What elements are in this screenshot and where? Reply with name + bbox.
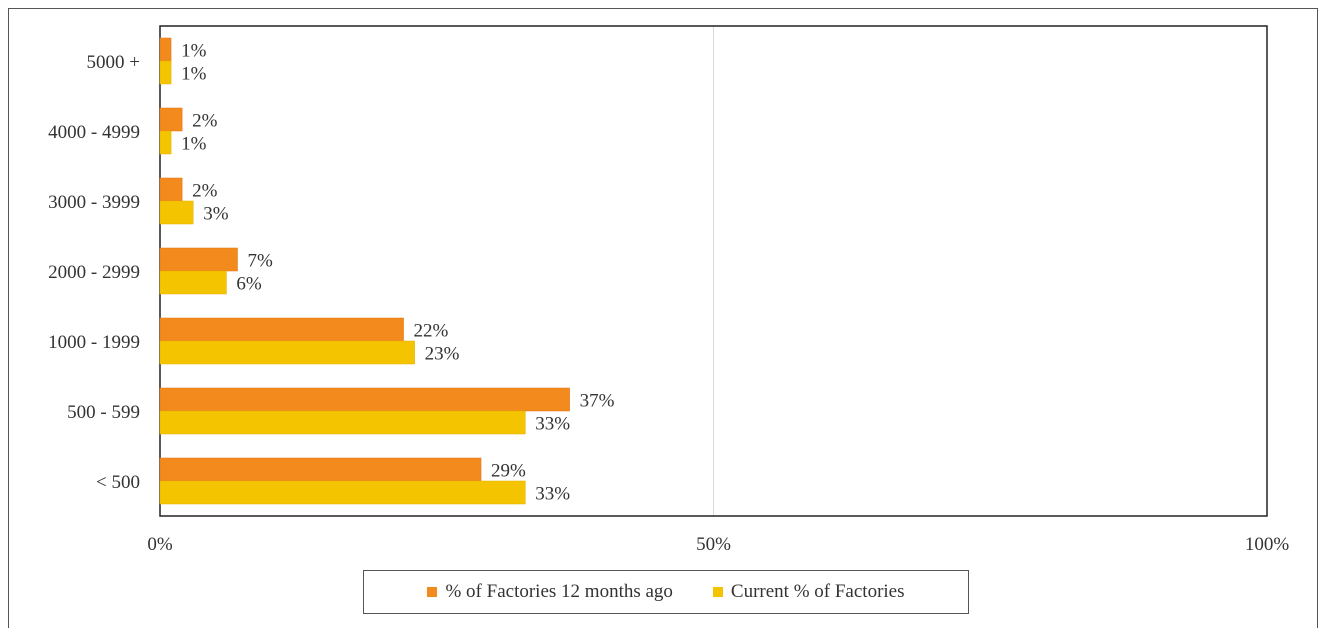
x-tick-label-100: 100% bbox=[1245, 534, 1290, 555]
data-label-prev-5: 37% bbox=[580, 391, 615, 412]
x-tick-label-50: 50% bbox=[696, 534, 731, 555]
data-label-current-0: 1% bbox=[181, 64, 207, 85]
bar-prev-5 bbox=[159, 387, 570, 412]
bar-current-2 bbox=[159, 200, 194, 225]
bar-prev-0 bbox=[159, 37, 172, 62]
data-label-prev-1: 2% bbox=[192, 111, 218, 132]
x-tick-label-0: 0% bbox=[147, 534, 173, 555]
legend-label-current: Current % of Factories bbox=[730, 581, 905, 602]
bar-current-0 bbox=[159, 60, 172, 85]
category-label-4: 1000 - 1999 bbox=[48, 332, 140, 353]
legend-label-12-months-ago: % of Factories 12 months ago bbox=[445, 581, 673, 602]
bar-prev-6 bbox=[159, 457, 482, 482]
category-label-6: < 500 bbox=[96, 472, 140, 493]
data-label-prev-0: 1% bbox=[181, 41, 207, 62]
data-label-current-2: 3% bbox=[203, 204, 229, 225]
category-label-0: 5000 + bbox=[87, 52, 140, 73]
bar-prev-3 bbox=[159, 247, 238, 272]
data-label-current-3: 6% bbox=[236, 274, 261, 295]
bar-current-3 bbox=[159, 270, 227, 295]
bar-current-5 bbox=[159, 410, 526, 435]
legend-item-12-months-ago: % of Factories 12 months ago bbox=[427, 581, 673, 603]
data-label-current-4: 23% bbox=[425, 344, 460, 365]
legend-item-current: Current % of Factories bbox=[712, 581, 905, 603]
chart-frame bbox=[8, 8, 1318, 628]
bar-prev-2 bbox=[159, 177, 183, 202]
bar-current-1 bbox=[159, 130, 172, 155]
data-label-current-1: 1% bbox=[181, 134, 207, 155]
category-label-2: 3000 - 3999 bbox=[48, 192, 140, 213]
bar-current-6 bbox=[159, 480, 526, 505]
category-label-1: 4000 - 4999 bbox=[48, 122, 140, 143]
legend-swatch-current bbox=[712, 587, 723, 597]
bar-prev-4 bbox=[159, 317, 404, 342]
data-label-current-5: 33% bbox=[535, 414, 570, 435]
chart-legend: % of Factories 12 months ago Current % o… bbox=[363, 570, 969, 614]
data-label-prev-2: 2% bbox=[192, 181, 218, 202]
data-label-current-6: 33% bbox=[535, 484, 570, 505]
legend-swatch-12-months-ago bbox=[427, 587, 438, 597]
data-label-prev-6: 29% bbox=[491, 461, 526, 482]
category-label-5: 500 - 599 bbox=[67, 402, 140, 423]
bar-prev-1 bbox=[159, 107, 183, 132]
data-label-prev-3: 7% bbox=[247, 251, 272, 272]
category-label-3: 2000 - 2999 bbox=[48, 262, 140, 283]
bar-current-4 bbox=[159, 340, 415, 365]
data-label-prev-4: 22% bbox=[414, 321, 449, 342]
